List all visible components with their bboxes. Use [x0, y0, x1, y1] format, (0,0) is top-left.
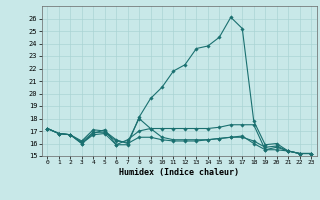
X-axis label: Humidex (Indice chaleur): Humidex (Indice chaleur): [119, 168, 239, 177]
